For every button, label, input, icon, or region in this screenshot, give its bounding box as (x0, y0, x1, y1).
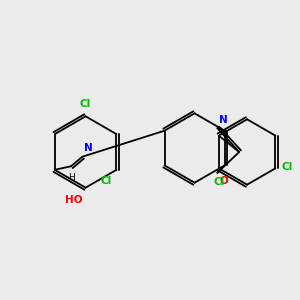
Text: Cl: Cl (80, 99, 91, 109)
Text: HO: HO (65, 195, 82, 205)
Text: N: N (219, 115, 228, 125)
Text: O: O (220, 176, 229, 186)
Text: N: N (84, 143, 93, 153)
Text: Cl: Cl (213, 177, 224, 187)
Text: Cl: Cl (101, 176, 112, 186)
Text: H: H (69, 173, 75, 182)
Text: Cl: Cl (281, 162, 292, 172)
